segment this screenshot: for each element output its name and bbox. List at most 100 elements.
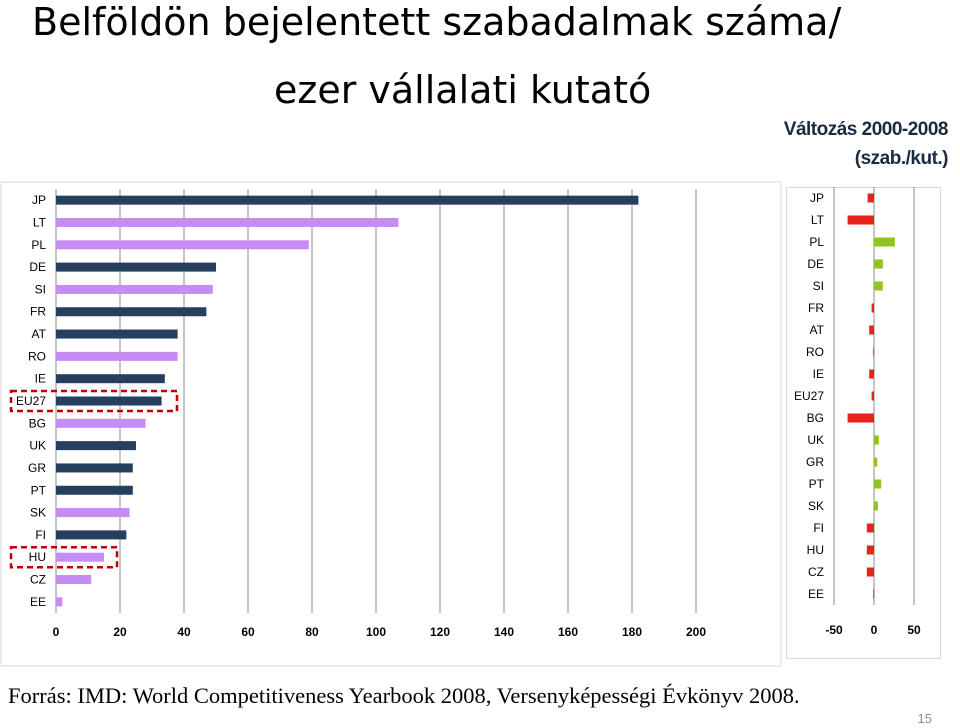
- x-tick-label: 200: [686, 625, 706, 639]
- change-bar-pt: [874, 479, 882, 489]
- bar-de: [56, 262, 216, 272]
- category-label: LT: [811, 213, 825, 227]
- category-label: RO: [28, 349, 46, 363]
- highlight-box-eu27: [9, 389, 179, 413]
- change-bar-sk: [874, 501, 878, 511]
- change-bar-uk: [874, 435, 879, 445]
- change-bar-ee: [873, 589, 875, 599]
- change-bar-gr: [874, 457, 878, 467]
- x-tick-label: 100: [366, 625, 386, 639]
- category-label: HU: [807, 543, 824, 557]
- category-label: EU27: [794, 389, 824, 403]
- change-bar-si: [874, 281, 883, 291]
- x-tick-label: 0: [871, 623, 878, 637]
- x-tick-label: -50: [825, 623, 843, 637]
- title-line-2: ezer vállalati kutató: [274, 68, 652, 112]
- bar-ie: [56, 374, 165, 384]
- patents-per-researcher-chart: 0 20 40 60 80 100 120 140 160 180 200 JP LT PL DE SI FR A…: [0, 181, 782, 667]
- change-title-line-2: (szab./kut.): [854, 148, 949, 169]
- change-bar-de: [874, 259, 883, 269]
- x-tick-label: 160: [558, 625, 578, 639]
- page-number: 15: [917, 711, 932, 726]
- category-label: DE: [807, 257, 824, 271]
- bar-bg: [56, 418, 146, 428]
- change-bar-eu27: [871, 391, 874, 401]
- category-label: IE: [35, 372, 46, 386]
- change-bar-ie: [869, 369, 874, 379]
- source-note: Forrás: IMD: World Competitiveness Yearb…: [8, 683, 800, 708]
- category-label: CZ: [808, 565, 824, 579]
- category-label: SK: [30, 506, 46, 520]
- change-bar-at: [869, 325, 874, 335]
- x-tick-label: 0: [53, 625, 60, 639]
- x-tick-label: 20: [113, 625, 127, 639]
- category-label: FI: [35, 528, 46, 542]
- category-label: UK: [807, 433, 824, 447]
- x-tick-label: 180: [622, 625, 642, 639]
- category-label: PT: [31, 483, 47, 497]
- bar-uk: [56, 441, 136, 451]
- category-label: SI: [35, 282, 46, 296]
- bar-sk: [56, 508, 130, 518]
- bar-at: [56, 329, 178, 339]
- change-2000-2008-chart: -50 0 50 JP LT PL DE SI FR AT RO IE EU27 BG UK GR PT SK FI…: [786, 187, 941, 659]
- category-label: GR: [806, 455, 824, 469]
- category-label: BG: [807, 411, 824, 425]
- category-label: PT: [809, 477, 825, 491]
- bar-hu: [56, 552, 104, 562]
- category-label: EE: [30, 595, 46, 609]
- change-bar-fi: [866, 523, 874, 533]
- bar-pl: [56, 240, 309, 250]
- category-label: HU: [29, 550, 46, 564]
- bar-eu27: [56, 396, 162, 406]
- category-label: GR: [28, 461, 46, 475]
- change-bar-fr: [871, 303, 874, 313]
- category-label: AT: [810, 323, 825, 337]
- category-label: JP: [32, 193, 46, 207]
- category-label: SK: [808, 499, 824, 513]
- bar-ro: [56, 351, 178, 361]
- category-label: JP: [810, 191, 824, 205]
- x-tick-label: 50: [907, 623, 921, 637]
- category-label: LT: [33, 215, 47, 229]
- category-label: CZ: [30, 573, 46, 587]
- change-title-line-1: Változás 2000-2008: [783, 119, 949, 140]
- category-label: BG: [29, 416, 46, 430]
- bar-lt: [56, 217, 399, 227]
- category-label: PL: [31, 238, 46, 252]
- x-tick-label: 80: [305, 625, 319, 639]
- change-bar-pl: [874, 237, 895, 247]
- bar-jp: [56, 195, 639, 205]
- bar-cz: [56, 575, 92, 585]
- x-tick-label: 120: [430, 625, 450, 639]
- category-label: FR: [808, 301, 824, 315]
- change-bar-lt: [847, 215, 874, 225]
- title-line-1: Belföldön bejelentett szabadalmak száma/: [32, 0, 842, 44]
- change-bar-hu: [866, 545, 874, 555]
- category-label: EE: [808, 587, 824, 601]
- bar-fr: [56, 307, 207, 317]
- bar-ee: [56, 597, 63, 607]
- change-chart-title: Változás 2000-2008 (szab./kut.): [783, 115, 949, 173]
- change-bar-cz: [866, 567, 874, 577]
- category-label: IE: [813, 367, 824, 381]
- category-label: UK: [29, 439, 46, 453]
- category-label: RO: [806, 345, 824, 359]
- bar-gr: [56, 463, 133, 473]
- category-label: DE: [29, 260, 46, 274]
- category-label: SI: [813, 279, 824, 293]
- bar-fi: [56, 530, 127, 540]
- bar-pt: [56, 485, 133, 495]
- bar-si: [56, 284, 213, 294]
- change-bar-ro: [873, 347, 875, 357]
- category-label: EU27: [16, 394, 46, 408]
- chart-frame: [786, 187, 941, 659]
- category-label: PL: [809, 235, 824, 249]
- category-label: FR: [30, 305, 46, 319]
- change-bar-jp: [867, 193, 874, 203]
- category-label: FI: [813, 521, 824, 535]
- x-tick-label: 60: [241, 625, 255, 639]
- category-label: AT: [32, 327, 47, 341]
- x-tick-label: 40: [177, 625, 191, 639]
- x-tick-label: 140: [494, 625, 514, 639]
